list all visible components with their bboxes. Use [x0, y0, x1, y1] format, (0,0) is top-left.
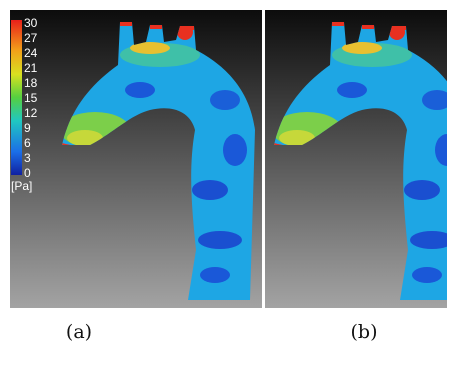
colorbar-tick-label: 21 [24, 61, 38, 75]
caption: (b) [351, 321, 378, 343]
colorbar-tick-label: 3 [24, 151, 31, 165]
unit-label: [Pa] [11, 179, 32, 193]
colorbar-tick-label: 24 [24, 46, 38, 60]
colorbar-tick-label: 12 [24, 106, 38, 120]
colorbar-tick-label: 6 [24, 136, 31, 150]
colorbar-tick-label: 27 [24, 31, 38, 45]
colorbar-tick-label: 0 [24, 166, 31, 180]
caption: (a) [66, 321, 92, 343]
colorbar-tick-label: 15 [24, 91, 38, 105]
colorbar-tick-label: 9 [24, 121, 31, 135]
colorbar-tick-label: 18 [24, 76, 38, 90]
colorbar-tick-label: 30 [24, 16, 38, 30]
colorbar [11, 20, 22, 175]
